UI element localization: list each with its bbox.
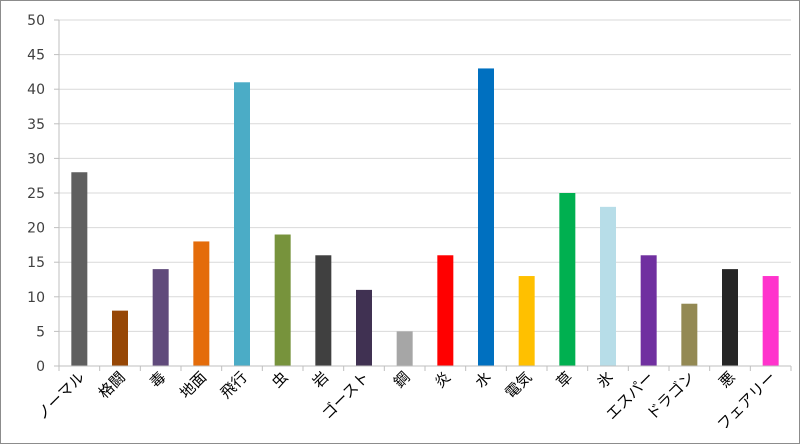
gridlines <box>59 19 791 332</box>
bar-3 <box>193 241 210 366</box>
category-label: 虫 <box>268 368 291 391</box>
category-label: 悪 <box>715 368 738 391</box>
bar-10 <box>478 68 494 366</box>
y-tick-label: 20 <box>27 221 45 237</box>
y-tick-label: 45 <box>27 48 45 64</box>
category-label: 飛行 <box>217 368 251 402</box>
y-tick-label: 30 <box>27 151 45 167</box>
category-label: 草 <box>553 368 576 391</box>
bar-14 <box>640 255 657 366</box>
bar-17 <box>762 276 779 366</box>
category-label: 岩 <box>309 368 332 391</box>
bar-12 <box>559 193 576 366</box>
y-tick-label: 5 <box>36 324 45 340</box>
bar-16 <box>722 269 738 366</box>
bar-15 <box>681 303 698 366</box>
category-label: 毒 <box>146 368 169 391</box>
bar-1 <box>112 310 128 366</box>
y-tick-label: 10 <box>27 290 45 306</box>
category-label: 地面 <box>176 368 210 402</box>
bar-7 <box>356 289 372 366</box>
category-label: 水 <box>471 368 494 391</box>
y-tick-label: 25 <box>27 186 45 202</box>
category-label: 氷 <box>593 368 616 391</box>
category-label: ノーマル <box>33 368 88 423</box>
bar-0 <box>71 172 88 366</box>
bar-8 <box>396 331 413 366</box>
bar-5 <box>274 234 291 366</box>
bar-6 <box>315 255 332 366</box>
bar-4 <box>234 82 250 366</box>
category-label: 鋼 <box>390 368 413 391</box>
category-label: 電気 <box>502 368 536 402</box>
axes <box>58 20 792 371</box>
y-tick-label: 0 <box>36 359 45 375</box>
bar-2 <box>152 269 169 366</box>
category-label: 格闘 <box>95 368 129 402</box>
y-tick-label: 15 <box>27 255 45 271</box>
category-label: 炎 <box>431 368 454 391</box>
x-axis-labels: ノーマル 格闘毒地面 飛行虫岩ゴースト鋼炎水電気草氷エスパードラゴン 悪フェアリー <box>33 368 779 434</box>
y-tick-label: 35 <box>27 117 45 133</box>
y-tick-label: 40 <box>27 82 45 98</box>
bar-13 <box>600 206 616 366</box>
y-axis-ticks: 0 5 10 15 20 25 30 35 40 45 50 <box>27 13 59 375</box>
bar-9 <box>437 255 454 366</box>
bars <box>71 68 779 366</box>
y-tick-label: 50 <box>27 13 45 29</box>
bar-11 <box>518 276 535 366</box>
